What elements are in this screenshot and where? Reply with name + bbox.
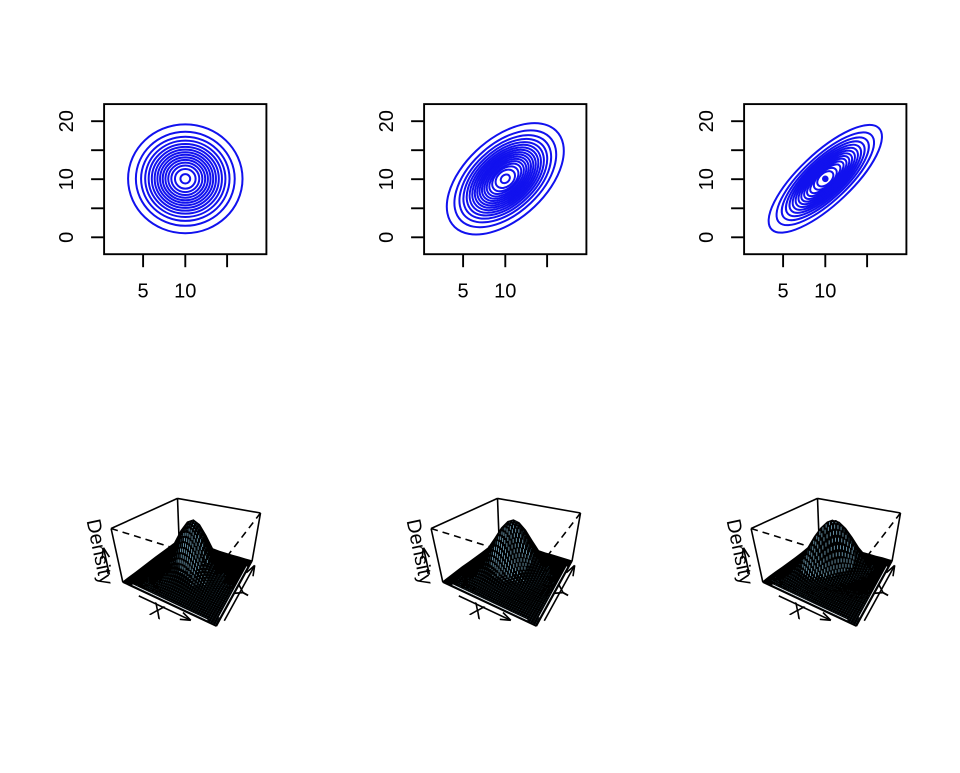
svg-text:10: 10	[174, 281, 196, 303]
svg-text:5: 5	[138, 281, 149, 303]
svg-text:10: 10	[814, 281, 836, 303]
svg-text:20: 20	[376, 110, 398, 132]
svg-text:10: 10	[376, 168, 398, 190]
svg-text:10: 10	[696, 168, 718, 190]
svg-text:0: 0	[376, 232, 398, 243]
svg-text:20: 20	[696, 110, 718, 132]
svg-text:10: 10	[494, 281, 516, 303]
svg-text:0: 0	[696, 232, 718, 243]
svg-text:20: 20	[56, 110, 78, 132]
svg-text:5: 5	[458, 281, 469, 303]
svg-text:0: 0	[56, 232, 78, 243]
svg-text:10: 10	[56, 168, 78, 190]
svg-text:5: 5	[778, 281, 789, 303]
